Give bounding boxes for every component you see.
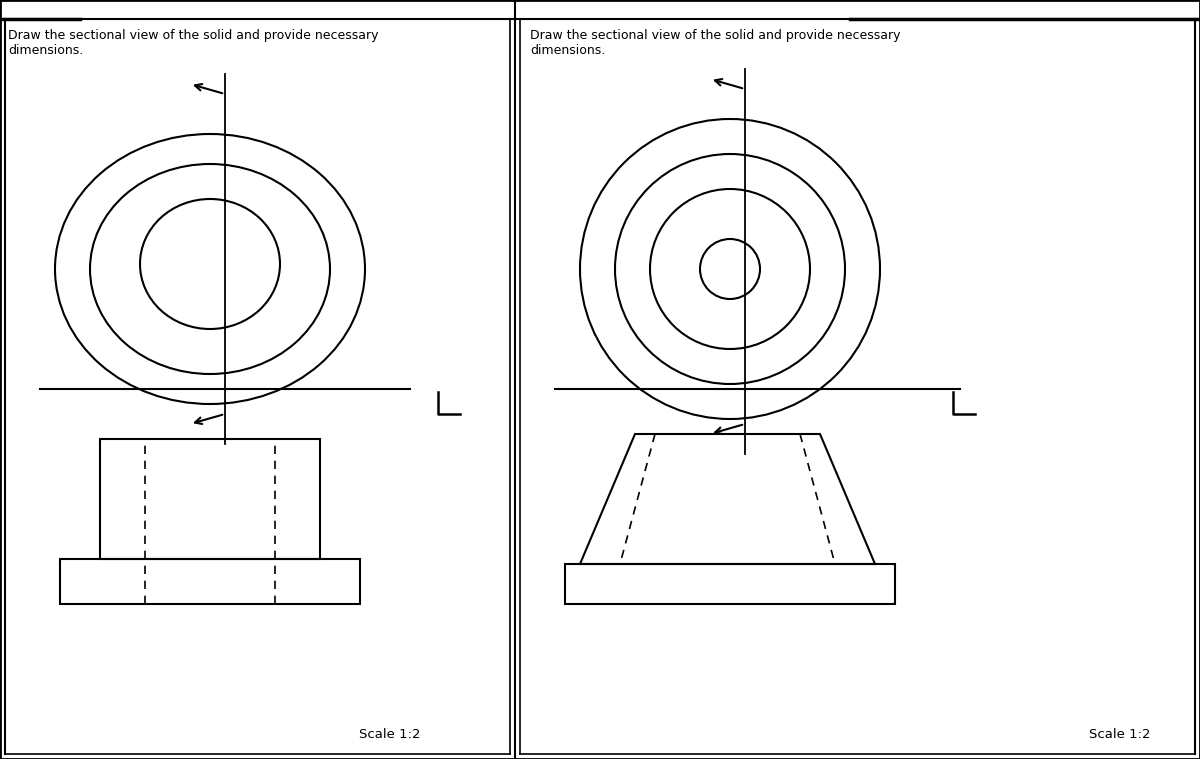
- Bar: [100, 439, 320, 559]
- Text: Draw the sectional view of the solid and provide necessary
dimensions.: Draw the sectional view of the solid and…: [8, 29, 378, 57]
- Text: Scale 1:2: Scale 1:2: [1090, 728, 1151, 741]
- Bar: [565, 564, 895, 604]
- Bar: [60, 559, 360, 604]
- Text: Draw the sectional view of the solid and provide necessary
dimensions.: Draw the sectional view of the solid and…: [530, 29, 900, 57]
- Text: Scale 1:2: Scale 1:2: [359, 728, 421, 741]
